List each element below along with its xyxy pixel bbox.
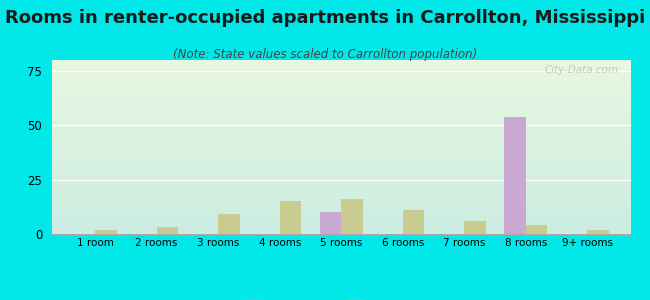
Bar: [464, 221, 486, 234]
Bar: [341, 199, 363, 234]
Legend: Carrollton, Mississippi: Carrollton, Mississippi: [237, 295, 445, 300]
Bar: [280, 201, 301, 234]
Text: Rooms in renter-occupied apartments in Carrollton, Mississippi: Rooms in renter-occupied apartments in C…: [5, 9, 645, 27]
Bar: [526, 225, 547, 234]
Text: (Note: State values scaled to Carrollton population): (Note: State values scaled to Carrollton…: [173, 48, 477, 61]
Text: City-Data.com: City-Data.com: [545, 65, 619, 75]
Bar: [218, 214, 240, 234]
Bar: [403, 210, 424, 234]
Bar: [320, 212, 341, 234]
Bar: [157, 227, 178, 234]
Bar: [588, 230, 609, 234]
Bar: [95, 230, 116, 234]
Bar: [504, 116, 526, 234]
